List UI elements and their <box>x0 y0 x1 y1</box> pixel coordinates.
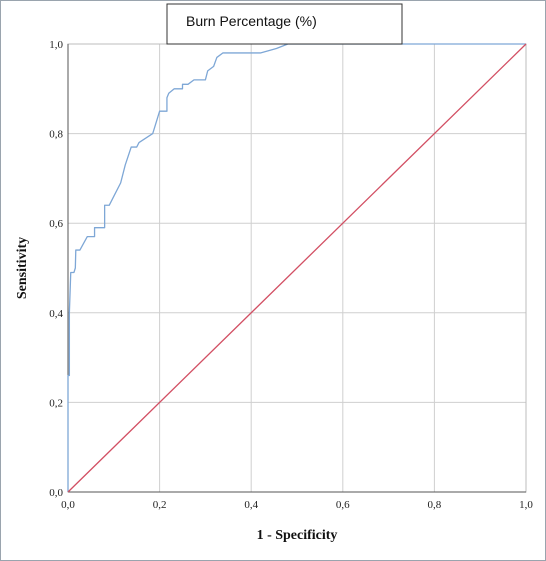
y-tick-label: 0,4 <box>49 308 63 320</box>
x-tick-label: 0,4 <box>244 499 258 511</box>
series-layer <box>67 43 527 493</box>
legend-box: Burn Percentage (%) <box>166 3 403 45</box>
roc-curve-line <box>67 43 526 492</box>
x-tick-label: 0,6 <box>336 499 350 511</box>
x-tick-label: 1,0 <box>519 499 533 511</box>
x-tick-label: 0,8 <box>428 499 442 511</box>
legend-label: Burn Percentage (%) <box>186 13 317 29</box>
x-axis-label: 1 - Specificity <box>257 528 338 543</box>
y-tick-label: 0,0 <box>49 487 63 499</box>
reference-diagonal-line <box>67 43 527 493</box>
x-tick-label: 0,2 <box>153 499 167 511</box>
y-tick-label: 0,2 <box>49 397 63 409</box>
y-axis-label: Sensitivity <box>15 237 30 299</box>
y-tick-label: 1,0 <box>49 39 63 51</box>
y-tick-label: 0,6 <box>49 218 63 230</box>
x-tick-label: 0,0 <box>61 499 75 511</box>
x-tick-labels: 0,0 0,2 0,4 0,6 0,8 1,0 <box>61 499 533 511</box>
y-tick-label: 0,8 <box>49 129 63 141</box>
y-tick-labels: 0,0 0,2 0,4 0,6 0,8 1,0 <box>49 39 63 499</box>
